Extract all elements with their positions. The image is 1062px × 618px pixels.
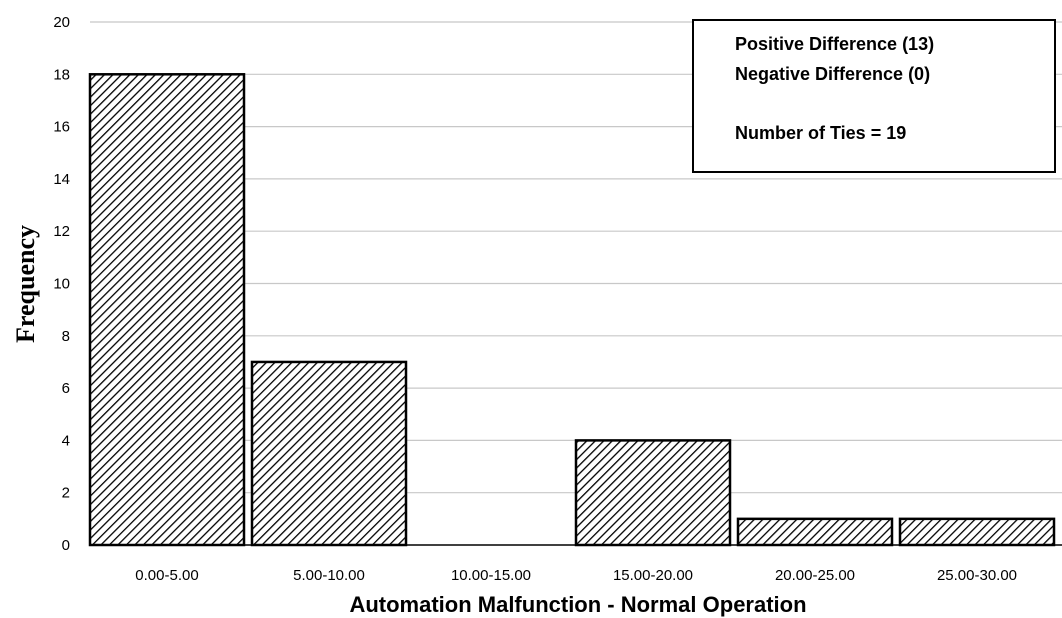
x-tick-label: 10.00-15.00 [451, 567, 531, 584]
y-tick-label: 8 [62, 328, 70, 345]
annotation-box-border [692, 19, 1056, 173]
y-tick-label: 20 [53, 14, 70, 31]
annotation-line-ties: Number of Ties = 19 [735, 123, 906, 143]
bar-5.00-10.00 [250, 360, 408, 547]
x-tick-label: 20.00-25.00 [775, 567, 855, 584]
annotation-line-positive: Positive Difference (13) [735, 34, 934, 54]
x-tick-label: 5.00-10.00 [293, 567, 365, 584]
y-tick-label: 2 [62, 485, 70, 502]
x-axis-tick-labels: 0.00-5.00 5.00-10.00 10.00-15.00 15.00-20.0… [135, 567, 1017, 584]
y-tick-label: 14 [53, 171, 70, 188]
x-tick-label: 15.00-20.00 [613, 567, 693, 584]
y-axis-label: Frequency [11, 225, 40, 343]
bar-20.00-25.00 [736, 517, 894, 547]
y-tick-label: 0 [62, 537, 70, 554]
y-tick-label: 12 [53, 223, 70, 240]
annotation-box: Positive Difference (13) Negative Differ… [692, 19, 1056, 173]
bar-25.00-30.00 [898, 517, 1056, 547]
x-axis-label: Automation Malfunction - Normal Operatio… [349, 592, 806, 617]
y-tick-label: 10 [53, 276, 70, 293]
x-tick-label: 0.00-5.00 [135, 567, 198, 584]
y-tick-label: 6 [62, 380, 70, 397]
y-tick-label: 16 [53, 119, 70, 136]
y-tick-label: 4 [62, 432, 70, 449]
y-tick-label: 18 [53, 66, 70, 83]
y-axis-tick-labels: 0 2 4 6 8 10 12 14 16 18 20 [53, 14, 70, 554]
x-tick-label: 25.00-30.00 [937, 567, 1017, 584]
bar-15.00-20.00 [574, 439, 732, 547]
annotation-line-negative: Negative Difference (0) [735, 64, 930, 84]
bar-0.00-5.00 [88, 73, 246, 547]
